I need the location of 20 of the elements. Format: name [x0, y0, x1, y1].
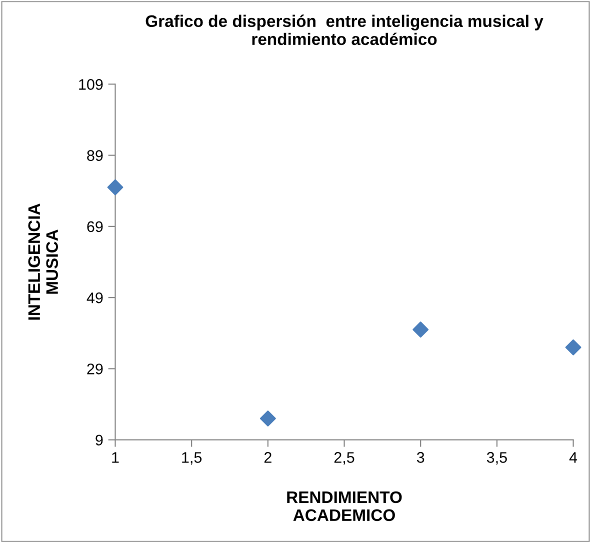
point	[565, 339, 582, 356]
point	[412, 322, 429, 338]
y-tick-label: 29	[87, 364, 103, 374]
x-tick-label: 2,5	[334, 452, 354, 465]
point	[260, 410, 276, 426]
x-tick-label: 4	[569, 452, 578, 463]
chart-title: Grafico de dispersión entre inteligencia musical y rendimiento académico	[146, 14, 544, 46]
x-tick-label: 3	[416, 452, 424, 463]
x-tick-label: 2	[264, 452, 272, 463]
y-tick-label: 109	[79, 79, 103, 90]
x-tick-label: 3,5	[486, 452, 507, 465]
x-tick-label: 1	[112, 452, 119, 463]
y-tick-label: 89	[87, 150, 103, 161]
y-axis-title: INTELIGENCIA MUSICA	[28, 204, 58, 320]
x-axis-title: RENDIMIENTO ACADEMICO	[287, 491, 402, 522]
y-tick-label: 49	[86, 292, 103, 304]
point	[107, 179, 124, 196]
y-tick-label: 9	[96, 434, 103, 446]
y-tick-label: 69	[87, 221, 103, 232]
x-tick-label: 1,5	[182, 452, 202, 465]
